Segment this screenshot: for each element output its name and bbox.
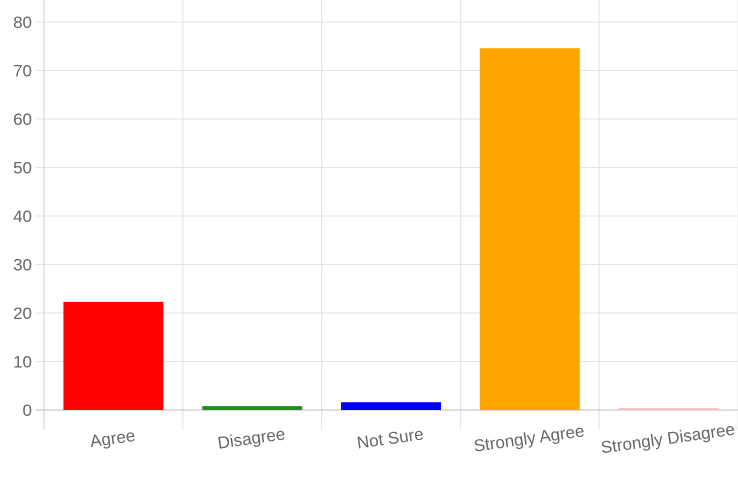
y-tick-label: 0 xyxy=(23,401,32,420)
x-tick-label: Strongly Agree xyxy=(472,421,585,455)
x-tick-label: Strongly Disagree xyxy=(600,420,736,458)
bar-disagree xyxy=(202,406,303,410)
y-tick-label: 40 xyxy=(13,207,32,226)
grid-layer xyxy=(36,0,738,430)
y-tick-label: 10 xyxy=(13,353,32,372)
y-tick-label: 20 xyxy=(13,304,32,323)
y-tick-label: 70 xyxy=(13,62,32,81)
y-tick-label: 30 xyxy=(13,256,32,275)
y-tick-label: 60 xyxy=(13,110,32,129)
y-tick-label: 80 xyxy=(13,13,32,32)
bar-strongly-agree xyxy=(479,48,580,410)
bar-layer xyxy=(63,48,719,410)
bar-agree xyxy=(63,301,164,410)
x-tick-label: Agree xyxy=(89,426,137,451)
bar-strongly-disagree xyxy=(618,408,719,410)
x-tick-label: Disagree xyxy=(216,424,286,452)
bar-not-sure xyxy=(341,402,441,410)
y-tick-label: 50 xyxy=(13,159,32,178)
x-tick-label: Not Sure xyxy=(356,424,425,452)
